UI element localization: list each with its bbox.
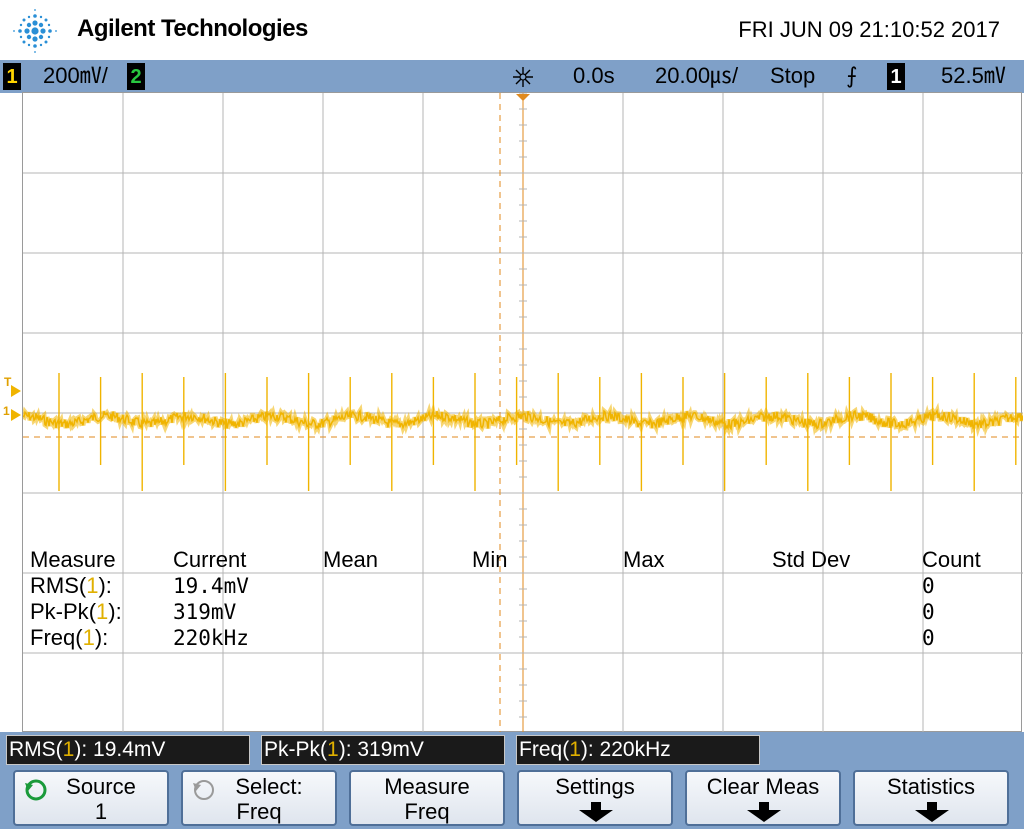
measure-header-measure: Measure	[30, 547, 116, 572]
trigger-level-marker: T	[4, 375, 12, 389]
source-softkey[interactable]: Source 1	[13, 770, 169, 826]
channel-1-scale: 200㎷/	[43, 63, 108, 88]
trigger-slope-icon: ⨍	[846, 63, 858, 88]
submenu-arrow-icon	[747, 802, 781, 822]
select-softkey[interactable]: Select: Freq	[181, 770, 337, 826]
trigger-source-badge[interactable]: 1	[887, 63, 905, 90]
source-softkey-label: Source	[66, 774, 136, 799]
clear-meas-softkey-label: Clear Meas	[706, 774, 820, 799]
measure-row-rms-current: 19.4mV	[173, 574, 249, 598]
channel-1-badge[interactable]: 1	[3, 63, 21, 90]
measure-row-rms-name: RMS(1):	[30, 573, 112, 598]
statistics-softkey-label: Statistics	[886, 774, 976, 799]
measure-header-current: Current	[173, 547, 247, 572]
timebase-scale: 20.00㎲/	[655, 63, 739, 88]
trigger-position-marker	[516, 94, 530, 101]
select-softkey-value: Freq	[236, 799, 282, 824]
rotate-knob-icon	[193, 780, 214, 800]
measure-header-mean: Mean	[323, 547, 379, 572]
measure-row-freq-count: 0	[922, 626, 935, 650]
status-bar: 1 200㎷/ 2 0.0s 20.00㎲/ Stop ⨍ 1 52.5㎷	[0, 60, 1024, 93]
channel-2-badge[interactable]: 2	[127, 63, 145, 90]
submenu-arrow-icon	[579, 802, 613, 822]
readout-pkpk: Pk-Pk(1): 319mV	[261, 735, 505, 765]
readout-rms: RMS(1): 19.4mV	[6, 735, 250, 765]
measure-header-std-dev: Std Dev	[772, 547, 851, 572]
time-delay: 0.0s	[573, 63, 615, 88]
measure-header-max: Max	[623, 547, 665, 572]
measure-freq-softkey[interactable]: Measure Freq	[349, 770, 505, 826]
submenu-arrow-icon	[915, 802, 949, 822]
readout-freq: Freq(1): 220kHz	[516, 735, 760, 765]
measure-row-pkpk-count: 0	[922, 600, 935, 624]
select-softkey-label: Select:	[235, 774, 303, 799]
waveform-display[interactable]	[22, 92, 1023, 733]
ch1-ground-arrow-icon	[11, 409, 21, 421]
trigger-level-arrow-icon	[11, 385, 21, 397]
trigger-level: 52.5㎷	[941, 63, 1006, 88]
date-time: FRI JUN 09 21:10:52 2017	[738, 17, 1000, 42]
measure-softkey-value: Freq	[404, 799, 450, 824]
measure-row-freq-name: Freq(1):	[30, 625, 109, 650]
ch1-ground-marker: 1	[3, 404, 10, 418]
statistics-softkey[interactable]: Statistics	[853, 770, 1009, 826]
rotate-knob-icon	[25, 779, 47, 801]
agilent-spark-logo-icon	[13, 9, 57, 53]
measure-row-pkpk-name: Pk-Pk(1):	[30, 599, 122, 624]
settings-softkey[interactable]: Settings	[517, 770, 673, 826]
measurement-readout-bar: RMS(1): 19.4mV Pk-Pk(1): 319mV Freq(1): …	[0, 732, 1024, 768]
measure-header-min: Min	[472, 547, 508, 572]
run-state: Stop	[770, 63, 816, 88]
measure-softkey-label: Measure	[384, 774, 470, 799]
measure-row-pkpk-current: 319mV	[173, 600, 237, 624]
softkey-bar: Source 1 Select: Freq Measure Freq Setti…	[0, 768, 1024, 829]
trigger-position-icon	[513, 67, 533, 87]
brand-name: Agilent Technologies	[77, 15, 308, 42]
settings-softkey-label: Settings	[555, 774, 635, 799]
measure-header-count: Count	[922, 547, 981, 572]
measure-row-rms-count: 0	[922, 574, 935, 598]
source-softkey-value: 1	[94, 799, 108, 824]
header: Agilent Technologies FRI JUN 09 21:10:52…	[0, 0, 1024, 60]
ch1-waveform-trace	[23, 408, 1023, 431]
graticule-grid	[23, 93, 1023, 733]
measure-row-freq-current: 220kHz	[173, 626, 249, 650]
clear-meas-softkey[interactable]: Clear Meas	[685, 770, 841, 826]
